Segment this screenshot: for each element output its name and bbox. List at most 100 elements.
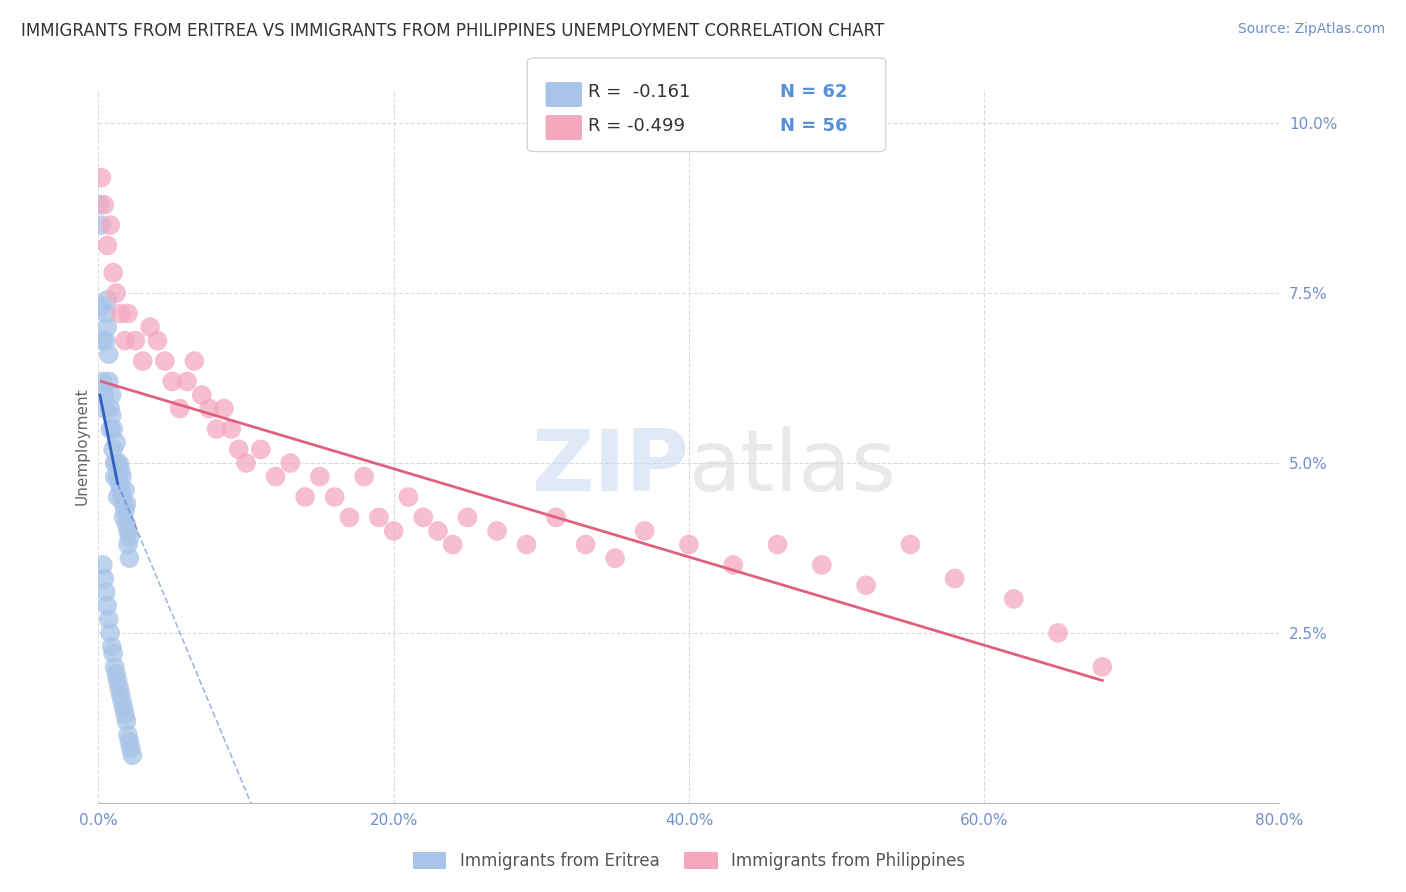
Point: [115, 517, 138, 532]
Point: [115, 497, 138, 511]
Point: [855, 578, 877, 592]
Point: [112, 497, 135, 511]
Point: [96, 238, 118, 252]
Point: [107, 673, 129, 688]
Point: [605, 551, 627, 566]
Text: R = -0.499: R = -0.499: [588, 117, 685, 135]
Legend: Immigrants from Eritrea, Immigrants from Philippines: Immigrants from Eritrea, Immigrants from…: [406, 845, 972, 877]
Point: [153, 354, 176, 368]
Point: [205, 422, 228, 436]
Point: [766, 537, 789, 551]
Point: [486, 524, 509, 538]
Point: [94, 585, 117, 599]
Point: [183, 354, 205, 368]
Point: [118, 531, 141, 545]
Point: [114, 707, 136, 722]
Point: [412, 510, 434, 524]
Point: [162, 375, 183, 389]
Point: [323, 490, 346, 504]
Point: [105, 666, 128, 681]
Point: [112, 510, 135, 524]
Point: [1091, 660, 1114, 674]
Point: [353, 469, 375, 483]
Point: [117, 524, 139, 538]
Point: [90, 218, 112, 232]
Point: [515, 537, 537, 551]
Point: [124, 334, 146, 348]
Point: [132, 354, 155, 368]
Point: [103, 442, 125, 457]
Point: [900, 537, 922, 551]
Point: [176, 375, 198, 389]
Point: [943, 572, 966, 586]
Point: [110, 306, 132, 320]
Point: [118, 734, 141, 748]
Point: [98, 422, 121, 436]
Point: [107, 469, 129, 483]
Point: [93, 401, 115, 416]
Point: [721, 558, 744, 572]
Point: [219, 422, 242, 436]
Point: [1002, 591, 1025, 606]
Point: [121, 748, 143, 763]
Point: [104, 456, 127, 470]
Point: [117, 537, 139, 551]
Text: ZIP: ZIP: [531, 425, 689, 509]
Point: [212, 401, 235, 416]
Point: [456, 510, 478, 524]
Point: [441, 537, 464, 551]
Point: [108, 476, 131, 491]
Point: [396, 490, 419, 504]
Point: [111, 694, 134, 708]
Point: [111, 490, 134, 504]
Point: [105, 456, 128, 470]
Point: [94, 334, 117, 348]
Point: [250, 442, 273, 457]
Point: [94, 306, 117, 320]
Point: [264, 469, 287, 483]
Point: [97, 347, 120, 361]
Point: [810, 558, 832, 572]
Point: [427, 524, 450, 538]
Point: [90, 300, 112, 314]
Point: [146, 334, 169, 348]
Point: [100, 409, 122, 423]
Point: [104, 469, 127, 483]
Point: [235, 456, 257, 470]
Point: [118, 551, 141, 566]
Point: [114, 503, 136, 517]
Point: [110, 483, 132, 498]
Point: [678, 537, 700, 551]
Point: [91, 558, 114, 572]
Text: Source: ZipAtlas.com: Source: ZipAtlas.com: [1237, 22, 1385, 37]
Point: [93, 572, 115, 586]
Point: [278, 456, 302, 470]
Point: [110, 687, 132, 701]
Point: [309, 469, 332, 483]
Point: [382, 524, 405, 538]
Text: N = 62: N = 62: [780, 83, 848, 101]
Point: [108, 680, 131, 694]
Point: [98, 626, 121, 640]
Point: [100, 388, 122, 402]
Point: [111, 469, 134, 483]
Point: [97, 375, 120, 389]
Point: [104, 660, 127, 674]
Point: [91, 375, 114, 389]
Point: [169, 401, 191, 416]
Point: [103, 646, 125, 660]
Point: [228, 442, 250, 457]
Point: [368, 510, 391, 524]
Point: [96, 599, 118, 613]
Point: [90, 170, 112, 185]
Point: [139, 320, 162, 334]
Point: [191, 388, 214, 402]
Y-axis label: Unemployment: Unemployment: [75, 387, 90, 505]
Point: [110, 463, 132, 477]
Point: [105, 435, 128, 450]
Point: [117, 306, 139, 320]
Point: [117, 728, 139, 742]
Point: [98, 401, 121, 416]
Point: [114, 334, 136, 348]
Point: [98, 218, 121, 232]
